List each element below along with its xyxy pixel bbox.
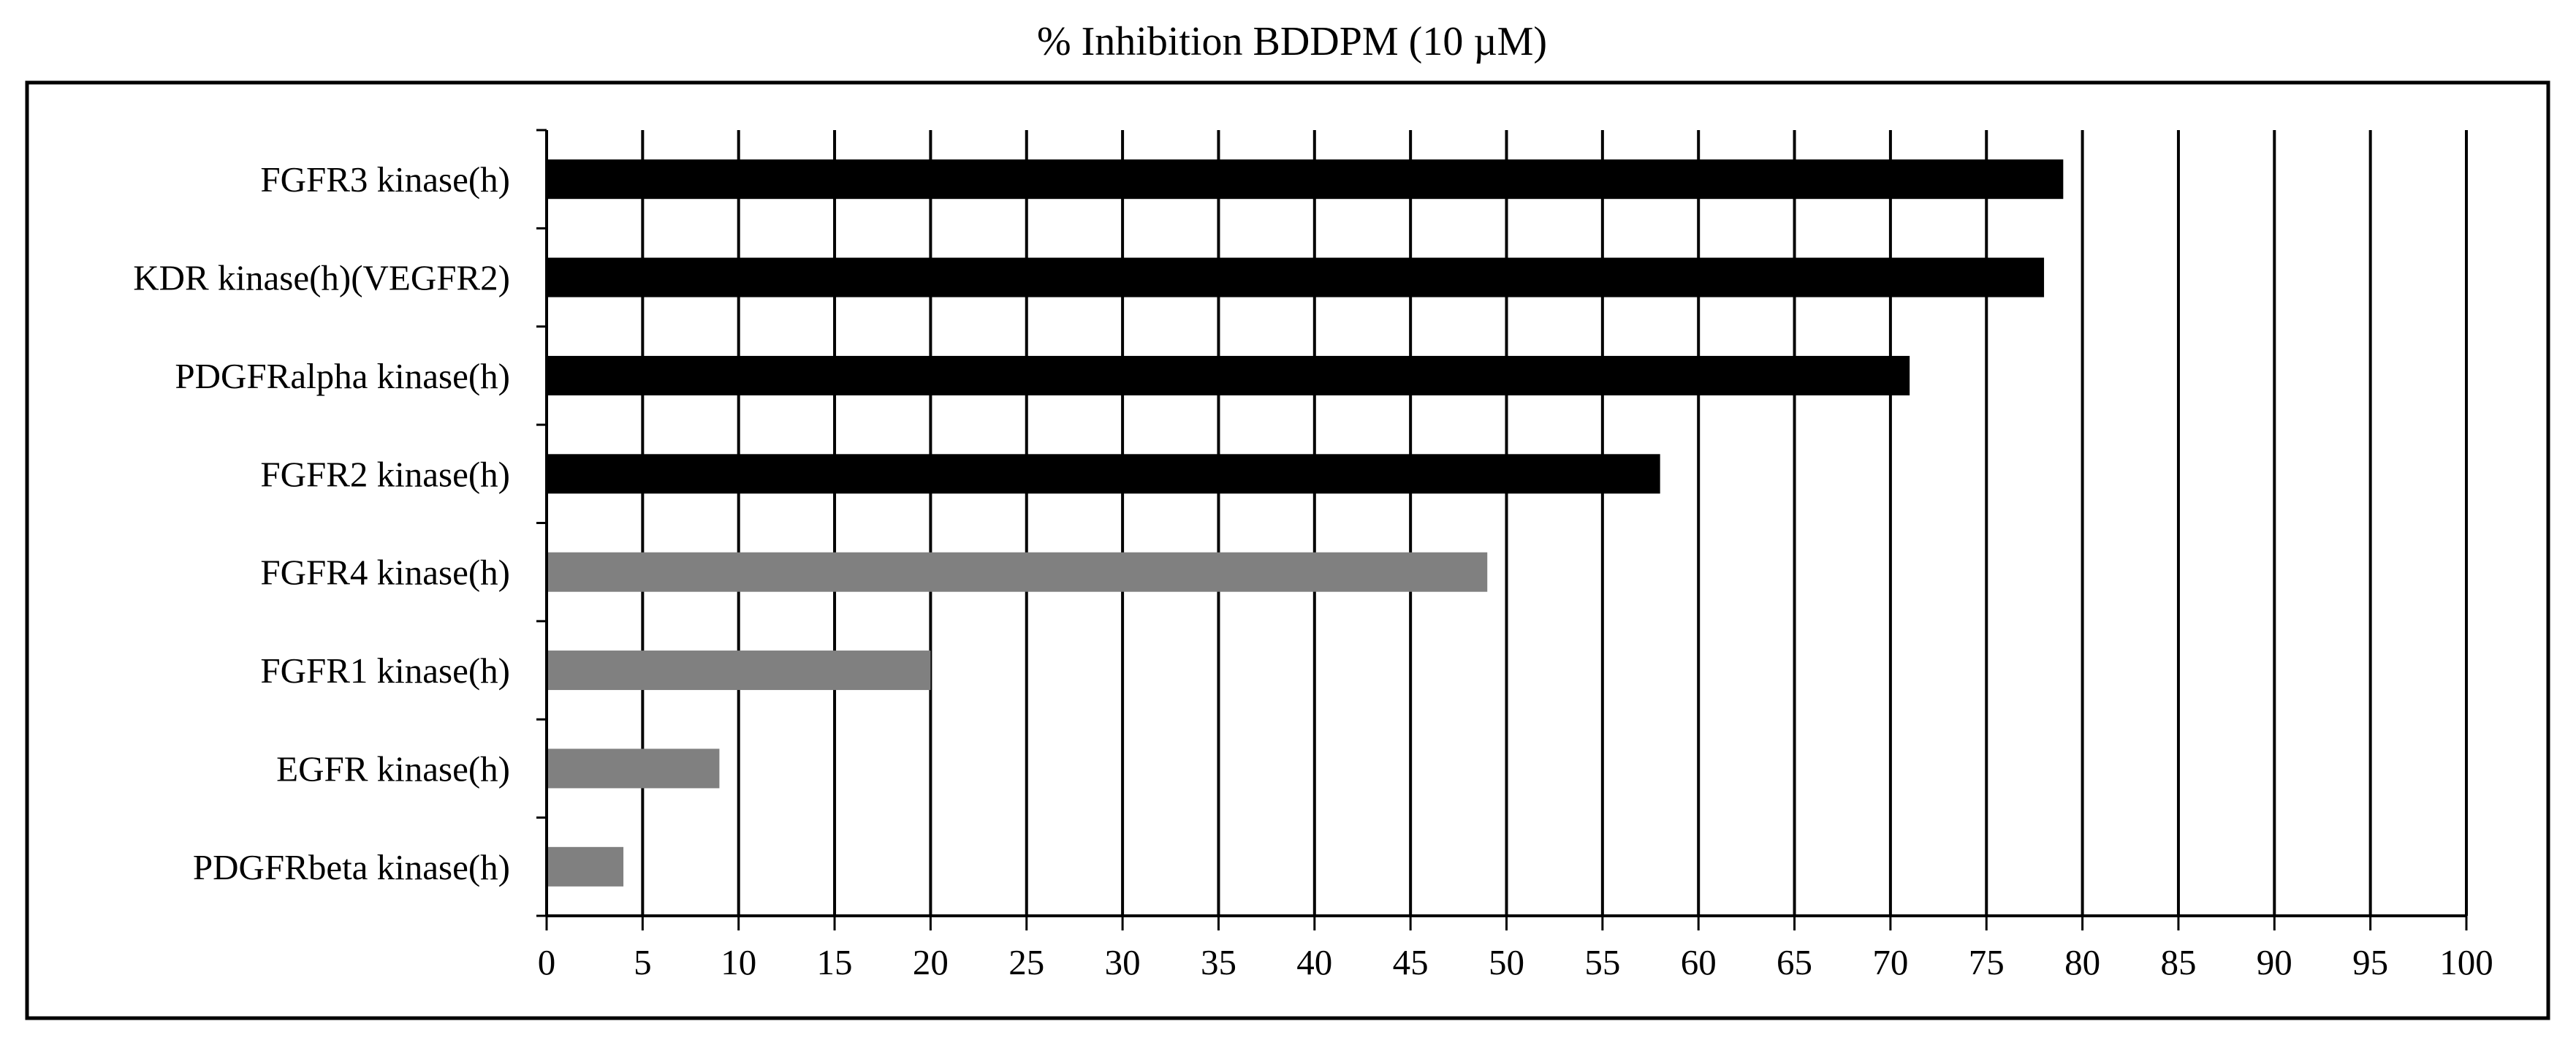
bar-2 xyxy=(547,257,2045,297)
chart-title: % Inhibition BDDPM (10 µM) xyxy=(1037,19,1547,64)
x-tick-label-35: 35 xyxy=(1201,942,1236,982)
x-tick-label-30: 30 xyxy=(1105,942,1141,982)
x-tick-label-95: 95 xyxy=(2352,942,2388,982)
x-tick-label-90: 90 xyxy=(2257,942,2292,982)
x-tick-labels: 0 5 10 15 20 25 30 35 40 45 50 55 60 65 70 75 80 85 90 95 10… xyxy=(538,942,2493,982)
x-tick-label-45: 45 xyxy=(1393,942,1429,982)
bar-1 xyxy=(547,159,2064,200)
bar-7 xyxy=(547,748,720,789)
x-tick-label-50: 50 xyxy=(1489,942,1524,982)
x-tick-label-0: 0 xyxy=(538,942,556,982)
x-tick-label-55: 55 xyxy=(1584,942,1620,982)
x-tick-label-25: 25 xyxy=(1008,942,1044,982)
x-tick-label-65: 65 xyxy=(1777,942,1812,982)
x-tick-label-70: 70 xyxy=(1872,942,1908,982)
x-tick-label-80: 80 xyxy=(2064,942,2100,982)
bar-5 xyxy=(547,552,1488,592)
x-tick-label-5: 5 xyxy=(634,942,652,982)
category-label-3: PDGFRalpha kinase(h) xyxy=(175,356,510,396)
axes xyxy=(536,129,2468,930)
x-tick-label-20: 20 xyxy=(913,942,949,982)
x-tick-label-15: 15 xyxy=(817,942,853,982)
bar-6 xyxy=(547,651,931,691)
x-tick-label-40: 40 xyxy=(1296,942,1332,982)
x-tick-label-100: 100 xyxy=(2439,942,2493,982)
category-label-7: EGFR kinase(h) xyxy=(276,748,510,789)
x-tick-label-75: 75 xyxy=(1969,942,2005,982)
category-label-5: FGFR4 kinase(h) xyxy=(260,553,510,593)
chart-frame xyxy=(25,80,2550,1020)
gridlines xyxy=(641,130,2468,916)
category-label-4: FGFR2 kinase(h) xyxy=(260,454,510,494)
category-label-1: FGFR3 kinase(h) xyxy=(260,159,510,200)
bars xyxy=(547,159,2064,887)
bar-4 xyxy=(547,454,1660,494)
bar-3 xyxy=(547,355,1910,395)
x-tick-label-85: 85 xyxy=(2160,942,2196,982)
bar-8 xyxy=(547,846,624,887)
category-label-2: KDR kinase(h)(VEGFR2) xyxy=(133,258,510,298)
x-tick-label-10: 10 xyxy=(721,942,756,982)
category-label-8: PDGFRbeta kinase(h) xyxy=(193,847,510,887)
x-tick-label-60: 60 xyxy=(1681,942,1717,982)
category-labels: FGFR3 kinase(h) KDR kinase(h)(VEGFR2) PDGF… xyxy=(133,159,510,887)
category-label-6: FGFR1 kinase(h) xyxy=(260,651,510,691)
